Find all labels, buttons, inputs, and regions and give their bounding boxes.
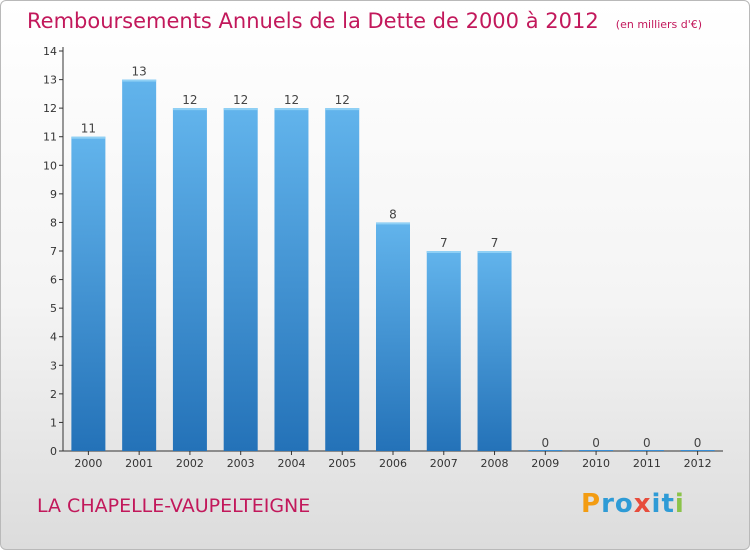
bar: [172, 108, 207, 452]
bar-highlight: [172, 108, 207, 111]
data-label: 13: [132, 65, 147, 79]
y-tick-label: 11: [43, 131, 57, 144]
logo-letter: o: [614, 489, 634, 519]
data-label: 0: [643, 436, 651, 450]
data-label: 12: [335, 93, 350, 107]
bar-highlight: [426, 251, 461, 253]
x-tick-label: 2007: [430, 457, 458, 470]
y-tick-label: 8: [50, 216, 57, 229]
chart-title-row: Remboursements Annuels de la Dette de 20…: [27, 9, 702, 33]
chart-unit-note: (en milliers d'€): [615, 18, 703, 31]
y-tick-label: 5: [50, 302, 57, 315]
data-label: 12: [284, 93, 299, 107]
data-label: 0: [694, 436, 702, 450]
bar: [426, 251, 461, 451]
x-tick-label: 2001: [125, 457, 153, 470]
commune-name: LA CHAPELLE-VAUPELTEIGNE: [37, 495, 311, 517]
bar: [122, 79, 157, 452]
y-tick-label: 7: [50, 245, 57, 258]
bar: [223, 108, 258, 452]
x-tick-label: 2009: [531, 457, 559, 470]
x-tick-label: 2004: [277, 457, 305, 470]
bar: [325, 108, 360, 452]
bar-highlight: [274, 108, 309, 111]
bar: [579, 450, 614, 451]
logo-letter: r: [601, 489, 615, 519]
y-tick-label: 4: [50, 331, 57, 344]
y-tick-label: 13: [43, 74, 57, 87]
logo-letter: i: [651, 489, 662, 519]
logo-letter: t: [661, 489, 675, 519]
data-label: 7: [440, 236, 448, 250]
chart-title: Remboursements Annuels de la Dette de 20…: [27, 9, 599, 33]
bar-highlight: [71, 136, 106, 139]
x-tick-label: 2002: [176, 457, 204, 470]
data-label: 7: [491, 236, 499, 250]
bar-highlight: [122, 79, 157, 82]
bar: [477, 251, 512, 451]
logo-letter: P: [581, 489, 602, 519]
logo-letter: x: [633, 489, 652, 519]
data-label: 12: [182, 93, 197, 107]
proxiti-logo: Proxiti: [581, 489, 685, 519]
y-tick-label: 12: [43, 102, 57, 115]
x-tick-label: 2010: [582, 457, 610, 470]
bar-highlight: [376, 222, 410, 225]
y-tick-label: 1: [50, 416, 57, 429]
y-tick-label: 2: [50, 388, 57, 401]
y-tick-label: 9: [50, 188, 57, 201]
x-tick-label: 2008: [481, 457, 509, 470]
x-tick-label: 2000: [74, 457, 102, 470]
x-tick-label: 2011: [633, 457, 661, 470]
bar: [680, 450, 715, 451]
y-tick-label: 0: [50, 445, 57, 458]
y-tick-label: 14: [43, 45, 57, 58]
bar-highlight: [325, 108, 360, 111]
x-tick-label: 2003: [227, 457, 255, 470]
bar-highlight: [477, 251, 512, 253]
y-tick-label: 10: [43, 159, 57, 172]
bar: [629, 450, 664, 451]
x-tick-label: 2012: [684, 457, 712, 470]
logo-letter: i: [674, 489, 685, 519]
data-label: 0: [541, 436, 549, 450]
y-tick-label: 6: [50, 274, 57, 287]
bar: [71, 136, 106, 451]
data-label: 11: [81, 122, 96, 136]
bar: [274, 108, 309, 452]
x-tick-label: 2006: [379, 457, 407, 470]
data-label: 8: [389, 207, 397, 221]
bar-highlight: [223, 108, 258, 111]
bar: [528, 450, 563, 451]
data-label: 12: [233, 93, 248, 107]
y-tick-label: 3: [50, 359, 57, 372]
x-tick-label: 2005: [328, 457, 356, 470]
bar: [376, 222, 410, 451]
data-label: 0: [592, 436, 600, 450]
